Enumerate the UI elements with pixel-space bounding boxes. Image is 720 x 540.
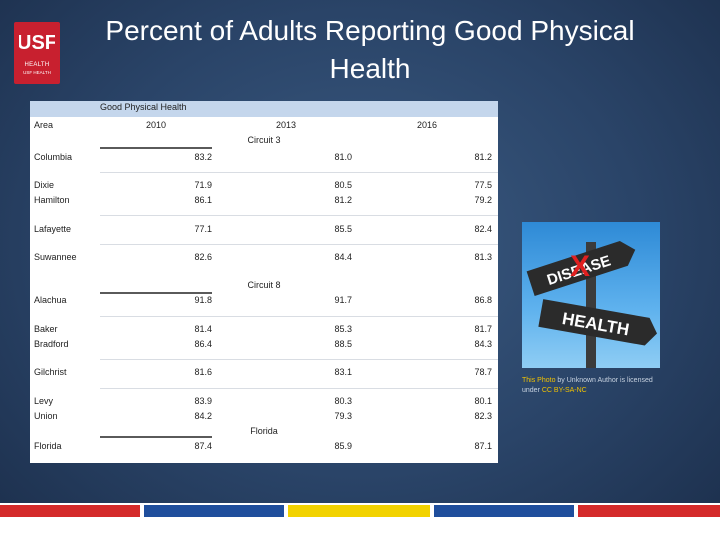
cell-hamilton-2016: 79.2 (474, 195, 492, 205)
row-label-hamilton: Hamilton (34, 195, 70, 205)
footer-bar-red-2 (578, 505, 720, 517)
cell-lafayette-2010: 77.1 (194, 224, 212, 234)
cell-alachua-2016: 86.8 (474, 295, 492, 305)
cell-suwannee-2016: 81.3 (474, 252, 492, 262)
cell-alachua-2013: 91.7 (334, 295, 352, 305)
cell-gilchrist-2016: 78.7 (474, 367, 492, 377)
section-divider (100, 147, 212, 149)
row-label-dixie: Dixie (34, 180, 55, 190)
cell-levy-2010: 83.9 (194, 396, 212, 406)
photo-link[interactable]: This Photo (522, 377, 556, 384)
footer-bar-blue-2 (434, 505, 574, 517)
footer-bar-yellow (288, 505, 430, 517)
table-header-label: Good Physical Health (100, 102, 187, 112)
cell-columbia-2010: 83.2 (194, 152, 212, 162)
cell-union-2016: 82.3 (474, 411, 492, 421)
photo-credit: This Photo by Unknown Author is licensed… (522, 376, 662, 396)
logo-subtitle: HEALTH (24, 62, 50, 68)
slide-title: Percent of Adults Reporting Good Physica… (105, 15, 635, 84)
row-label-union: Union (34, 411, 58, 421)
cell-dixie-2010: 71.9 (194, 180, 212, 190)
section-divider (100, 292, 212, 294)
row-divider (100, 244, 498, 245)
cell-baker-2016: 81.7 (474, 324, 492, 334)
cell-florida-2013: 85.9 (334, 441, 352, 451)
section-label-circuit-8: Circuit 8 (247, 280, 281, 290)
row-label-gilchrist: Gilchrist (34, 367, 67, 377)
cell-baker-2010: 81.4 (194, 324, 212, 334)
section-divider (100, 436, 212, 438)
cell-hamilton-2013: 81.2 (334, 195, 352, 205)
cell-columbia-2013: 81.0 (334, 152, 352, 162)
row-label-columbia: Columbia (34, 152, 73, 162)
cell-union-2010: 84.2 (194, 411, 212, 421)
row-label-baker: Baker (34, 324, 58, 334)
cell-bradford-2013: 88.5 (334, 339, 352, 349)
cell-bradford-2010: 86.4 (194, 339, 212, 349)
cell-baker-2013: 85.3 (334, 324, 352, 334)
cell-hamilton-2010: 86.1 (194, 195, 212, 205)
photo-credit-text: by Unknown Author is licensed under (522, 377, 653, 394)
cell-dixie-2013: 80.5 (334, 180, 352, 190)
cell-gilchrist-2010: 81.6 (194, 367, 212, 377)
section-label-florida: Florida (250, 426, 278, 436)
row-label-florida: Florida (34, 441, 62, 451)
cell-florida-2016: 87.1 (474, 441, 492, 451)
column-header-area: Area (34, 120, 54, 130)
section-label-circuit-3: Circuit 3 (247, 135, 281, 145)
column-header-2016: 2016 (417, 120, 438, 130)
cell-lafayette-2016: 82.4 (474, 224, 492, 234)
row-label-suwannee: Suwannee (34, 252, 77, 262)
cell-florida-2010: 87.4 (194, 441, 212, 451)
row-divider (100, 359, 498, 360)
cell-suwannee-2013: 84.4 (334, 252, 352, 262)
cell-gilchrist-2013: 83.1 (334, 367, 352, 377)
row-divider (100, 316, 498, 317)
column-header-2010: 2010 (146, 120, 167, 130)
disease-health-signpost-photo: DISEASE HEALTH X (522, 222, 660, 368)
footer-bar-blue (144, 505, 284, 517)
svg-text:USF: USF (19, 32, 55, 54)
footer-bar-red (0, 505, 140, 517)
row-label-lafayette: Lafayette (34, 224, 72, 234)
row-label-alachua: Alachua (34, 295, 67, 305)
row-divider (100, 388, 498, 389)
row-label-levy: Levy (34, 396, 54, 406)
cell-dixie-2016: 77.5 (474, 180, 492, 190)
cell-suwannee-2010: 82.6 (194, 252, 212, 262)
cell-columbia-2016: 81.2 (474, 152, 492, 162)
svg-text:X: X (570, 250, 590, 283)
row-divider (100, 172, 498, 173)
license-link[interactable]: CC BY-SA-NC (541, 387, 587, 394)
cell-alachua-2010: 91.8 (194, 295, 212, 305)
usf-logo-mark: USF (19, 32, 55, 54)
row-divider (100, 215, 498, 216)
cell-levy-2013: 80.3 (334, 396, 352, 406)
cell-lafayette-2013: 85.5 (334, 224, 352, 234)
cell-union-2013: 79.3 (334, 411, 352, 421)
usf-health-logo: USF HEALTH USF HEALTH (14, 22, 60, 84)
row-label-bradford: Bradford (34, 339, 69, 349)
logo-subtitle-small: USF HEALTH (23, 70, 51, 75)
column-header-2013: 2013 (276, 120, 297, 130)
cell-levy-2016: 80.1 (474, 396, 492, 406)
table-header-band (30, 101, 498, 117)
cell-bradford-2016: 84.3 (474, 339, 492, 349)
health-table: Good Physical Health Area 2010 2013 2016… (30, 101, 498, 463)
signpost-icon: DISEASE HEALTH X (526, 241, 657, 368)
